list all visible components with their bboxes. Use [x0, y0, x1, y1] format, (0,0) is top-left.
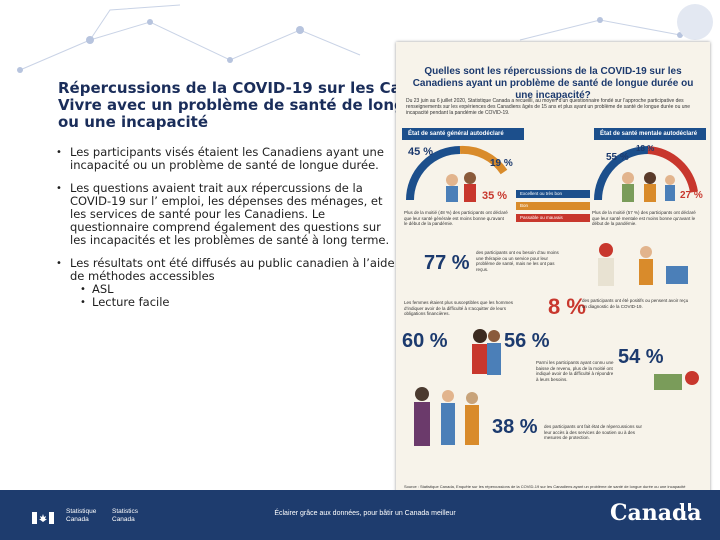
- pct-55-mental: 55 %: [606, 152, 629, 163]
- title-line-3: ou une incapacité: [58, 113, 209, 131]
- note-77: des participants ont eu besoin d’au moin…: [476, 250, 559, 272]
- note-38: des participants ont fait état de réperc…: [544, 424, 643, 440]
- mental-health-illustration: [594, 146, 698, 202]
- man-illustration: [487, 330, 501, 375]
- pct-45-general: 45 %: [408, 146, 434, 158]
- title-line-1: Répercussions de la COVID-19 sur les Can…: [58, 80, 408, 97]
- community-illustration: [414, 387, 479, 446]
- bullet-results: Les résultats ont été diffusés au public…: [56, 256, 396, 310]
- wordmark-flag-icon: [681, 503, 691, 511]
- statcan-en-line2: Canada: [112, 516, 135, 523]
- canada-flag-icon: [32, 512, 54, 524]
- pct-27-mental: 27 %: [680, 190, 703, 201]
- poster-intro: Du 23 juin au 6 juillet 2020, Statistiqu…: [406, 98, 691, 116]
- statcan-fr-line1: Statistique: [66, 508, 97, 515]
- legend-good: Bon: [516, 202, 590, 210]
- bullet-results-text: Les résultats ont été diffusés au public…: [70, 256, 395, 283]
- poster-title: Quelles sont les répercussions de la COV…: [412, 66, 694, 101]
- care-illustration: [598, 243, 688, 286]
- note-general-health: Plus de la moitié (48 %) des participant…: [404, 210, 508, 226]
- poster-source: Source : Statistique Canada, Enquête sur…: [404, 484, 686, 489]
- legend-excellent: Excellent ou très bon: [516, 190, 590, 198]
- infographic-poster: Quelles sont les répercussions de la COV…: [396, 42, 710, 497]
- pct-54: 54 %: [618, 346, 664, 368]
- statcan-en-line1: Statistics: [112, 508, 139, 515]
- note-8: des participants ont été positifs ou pen…: [582, 298, 689, 309]
- pct-56: 56 %: [504, 330, 550, 352]
- bullet-participants: Les participants visés étaient les Canad…: [56, 146, 396, 172]
- note-mental-health: Plus de la moitié (57 %) des participant…: [592, 210, 696, 226]
- sub-bullet-asl: ASL: [70, 283, 396, 297]
- woman-illustration: [472, 329, 488, 374]
- band-general-health: État de santé général autodéclaré: [402, 128, 524, 140]
- pct-60: 60 %: [402, 330, 448, 352]
- bullet-questions: Les questions avaient trait aux répercus…: [56, 182, 396, 247]
- legend-poor: Passable ou mauvais: [516, 214, 590, 222]
- statcan-fr-line2: Canada: [66, 516, 89, 523]
- band-mental-health: État de santé mentale autodéclaré: [594, 128, 706, 140]
- footer-bar: [0, 490, 720, 540]
- network-background: [17, 4, 713, 73]
- pct-19-general: 19 %: [490, 158, 513, 169]
- general-health-illustration: [406, 145, 508, 202]
- note-60: Les femmes étaient plus susceptibles que…: [404, 300, 514, 316]
- slide-title: Répercussions de la COVID-19 sur les Can…: [58, 80, 408, 131]
- pct-35-general: 35 %: [482, 190, 508, 202]
- pct-18-mental: 18 %: [636, 144, 655, 153]
- money-illustration: [654, 371, 699, 390]
- footer-tagline: Éclairer grâce aux données, pour bâtir u…: [274, 510, 456, 517]
- bullet-list: Les participants visés étaient les Canad…: [56, 146, 396, 319]
- sub-bullet-easy-read: Lecture facile: [70, 296, 396, 310]
- title-line-2: Vivre avec un problème de santé de longu…: [58, 96, 408, 114]
- note-54: Parmi les participants ayant connu une b…: [536, 360, 614, 382]
- pct-8: 8 %: [548, 294, 586, 319]
- pct-77: 77 %: [424, 252, 470, 274]
- pct-38: 38 %: [492, 416, 538, 438]
